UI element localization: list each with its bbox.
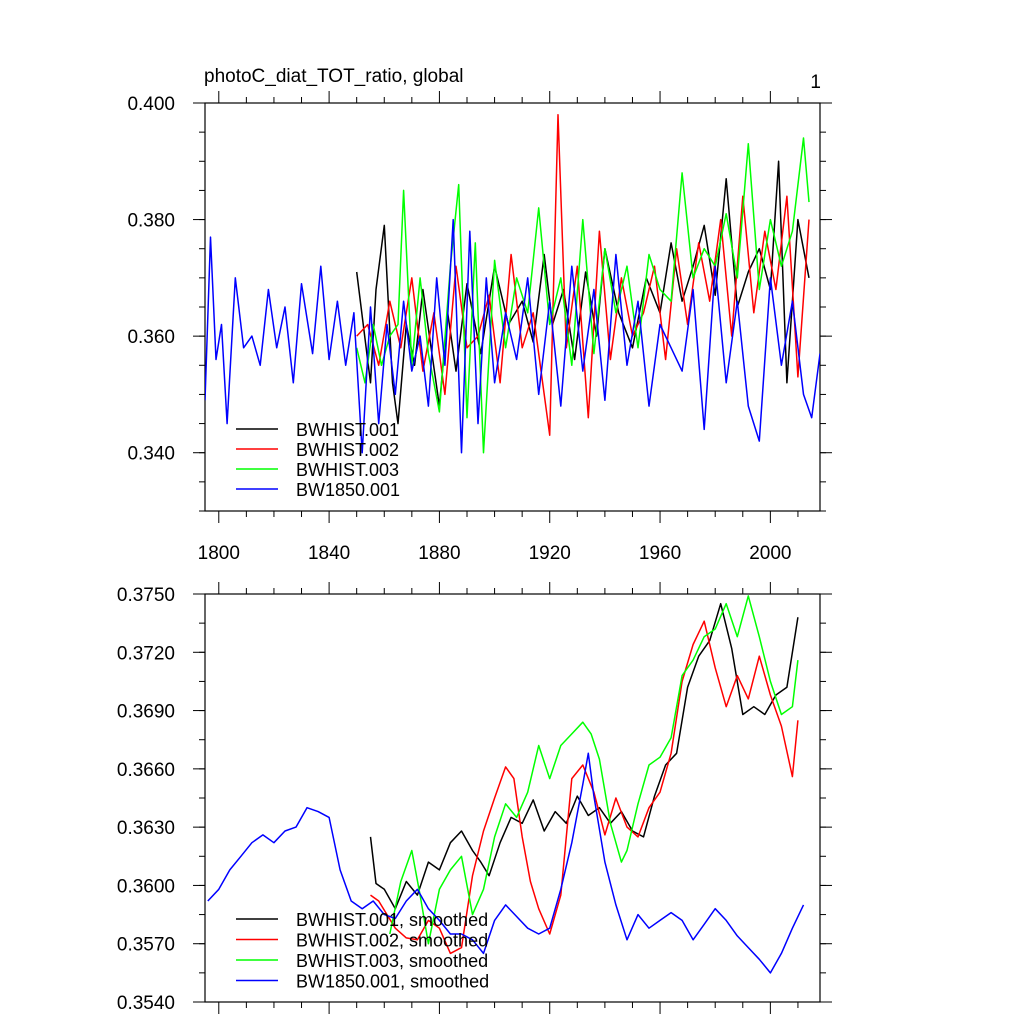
- panel-2-y-tick-label: 0.3660: [117, 760, 175, 781]
- panel-1-y-tick-label: 0.360: [127, 327, 175, 348]
- panel-1-y-tick-label: 0.340: [127, 444, 175, 465]
- chart-title: photoC_diat_TOT_ratio, global: [204, 66, 463, 87]
- panel-2-legend-label: BWHIST.003, smoothed: [296, 951, 488, 971]
- panel-2-series-line-2: [370, 620, 799, 955]
- panel-2-series-line-1: [369, 602, 799, 910]
- panel-2-y-tick-label: 0.3630: [117, 818, 175, 839]
- panel-2-y-tick-label: 0.3540: [117, 993, 175, 1014]
- panel-1-x-tick-label: 1800: [198, 543, 240, 564]
- panel-2-y-tick-label: 0.3750: [117, 585, 175, 606]
- panel-2-series-line-4: [207, 752, 805, 974]
- panel-2-y-tick-label: 0.3690: [117, 702, 175, 723]
- panel-1-series-line-4: [205, 218, 820, 454]
- panel-1-x-tick-label: 1880: [418, 543, 460, 564]
- panel-1-x-tick-label: 1840: [308, 543, 350, 564]
- panel-1-x-tick-label: 1960: [639, 543, 681, 564]
- panel-1-y-tick-label: 0.400: [127, 94, 175, 115]
- panel-1-legend-label: BW1850.001: [296, 480, 400, 500]
- panel-2-y-tick-label: 0.3600: [117, 876, 175, 897]
- panel-2-legend-label: BW1850.001, smoothed: [296, 972, 489, 992]
- panel-2-y-tick-label: 0.3570: [117, 935, 175, 956]
- panel-1-x-tick-label: 1920: [529, 543, 571, 564]
- panel-2-legend-label: BWHIST.001, smoothed: [296, 910, 488, 930]
- panel-1-legend-label: BWHIST.002: [296, 440, 399, 460]
- panel-number: 1: [810, 72, 821, 93]
- panel-1-legend-label: BWHIST.003: [296, 460, 399, 480]
- panel-2-y-tick-label: 0.3720: [117, 643, 175, 664]
- top-panel: 1800 1840 1880 1920 1960 2000 0.400 0.380 0.360 0…: [127, 91, 832, 564]
- panel-1-x-tick-label: 2000: [749, 543, 791, 564]
- panel-1-legend-label: BWHIST.001: [296, 420, 399, 440]
- panel-1-series-line-3: [355, 137, 810, 454]
- bottom-panel: 0.3750 0.3720 0.3690 0.3660 0.3630 0.3600 0.35…: [117, 582, 832, 1014]
- panel-1-series-line-1: [355, 160, 810, 425]
- panel-1-y-tick-label: 0.380: [127, 211, 175, 232]
- panel-2-legend-label: BWHIST.002, smoothed: [296, 931, 488, 951]
- panel-1-series-line-2: [356, 113, 810, 436]
- panel-2-series-line-3: [389, 595, 799, 945]
